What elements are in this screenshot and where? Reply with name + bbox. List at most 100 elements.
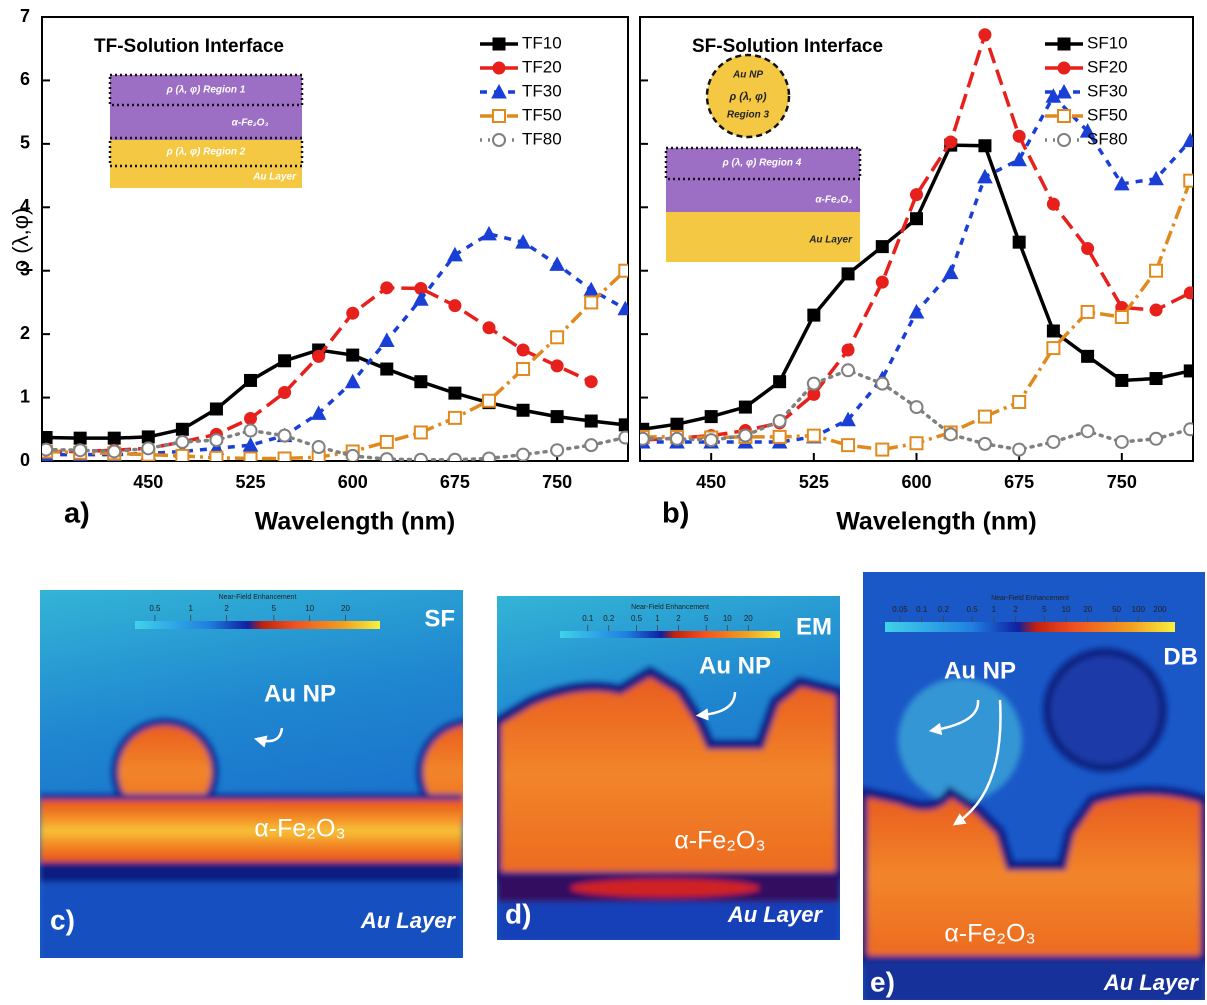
legend-label: TF30 [522,81,562,100]
marker [1058,134,1070,146]
marker [876,444,888,456]
marker [493,134,505,146]
marker [842,268,854,280]
marker [347,349,359,361]
inset-label: α-Fe₂O₃ [815,195,852,206]
marker [483,452,495,464]
colorbar-tick-label: 0.2 [603,614,615,623]
marker [979,140,991,152]
legend-label: SF30 [1087,81,1128,100]
marker [671,433,683,445]
marker [517,449,529,461]
marker [774,415,786,427]
x-tick-label: 525 [235,472,265,492]
marker [483,395,495,407]
marker [1047,342,1059,354]
inset-label: α-Fe₂O₃ [232,118,269,129]
panel-label: b) [662,498,689,530]
legend-label: SF10 [1087,33,1128,52]
marker [1082,350,1094,362]
marker [911,401,923,413]
marker [911,437,923,449]
legend-label: TF20 [522,57,562,76]
marker [483,322,495,334]
x-tick-label: 750 [542,472,572,492]
x-tick-label: 675 [1004,472,1034,492]
marker [876,276,888,288]
marker [585,415,597,427]
film-label: α-Fe₂O₃ [674,827,765,855]
panel-tag: SF [424,605,455,632]
marker [551,411,563,423]
particle-label: Au NP [264,680,336,707]
marker [618,302,632,315]
y-tick-label: 6 [20,69,30,89]
legend-label: TF50 [522,105,562,124]
colorbar-tick-label: 0.1 [916,605,928,614]
marker [279,355,291,367]
series-line [46,234,625,455]
inset-a: ρ (λ, φ) Region 1 α-Fe₂O₃ ρ (λ, φ) Regio… [110,75,302,188]
colorbar [885,622,1175,632]
colorbar [560,631,780,638]
y-tick-label: 1 [20,386,30,406]
colorbar-tick-label: 0.1 [582,614,594,623]
colorbar-tick-label: 5 [272,604,277,613]
marker [176,450,188,462]
marker [619,432,631,444]
marker [979,29,991,41]
marker [1047,198,1059,210]
marker [517,344,529,356]
marker [876,378,888,390]
marker [1013,444,1025,456]
marker [808,309,820,321]
marker [517,404,529,416]
marker [808,430,820,442]
x-tick-label: 600 [338,472,368,492]
marker [739,401,751,413]
marker [1047,325,1059,337]
marker [449,412,461,424]
marker [493,38,505,50]
marker [619,419,631,431]
marker [414,292,428,305]
panel-label: a) [64,498,90,530]
inset-b: Au NP ρ (λ, φ) Region 3 ρ (λ, φ) Region … [666,55,860,262]
panel-tag: DB [1163,643,1198,670]
y-axis-label: ρ (λ,φ) [8,208,33,273]
x-tick-label: 450 [133,472,163,492]
colorbar-tick-label: 5 [704,614,709,623]
marker [245,452,257,464]
marker [381,363,393,375]
marker [449,300,461,312]
marker [74,444,86,456]
marker [1058,38,1070,50]
marker [279,386,291,398]
marker [1058,62,1070,74]
marker [979,438,991,450]
marker [945,136,957,148]
marker [210,403,222,415]
marker [550,257,564,270]
colorbar-tick-label: 0.2 [938,605,950,614]
marker [210,434,222,446]
marker [279,452,291,464]
marker [584,283,598,296]
marker [415,376,427,388]
substrate-label: Au Layer [727,902,824,927]
colorbar-title: Near-Field Enhancement [991,595,1069,602]
marker [808,378,820,390]
colorbar-tick-label: 20 [341,604,350,613]
marker [449,454,461,466]
marker [1082,425,1094,437]
marker [312,406,326,419]
inset-label: ρ (λ, φ) Region 1 [166,85,246,96]
inset-label: ρ (λ, φ) [728,91,766,103]
colorbar-tick-label: 2 [224,604,229,613]
panel-label: c) [50,904,75,935]
particle-label: Au NP [944,657,1016,684]
y-tick-label: 0 [20,450,30,470]
colorbar-title: Near-Field Enhancement [631,604,709,611]
series-line [46,288,591,452]
marker [142,442,154,454]
